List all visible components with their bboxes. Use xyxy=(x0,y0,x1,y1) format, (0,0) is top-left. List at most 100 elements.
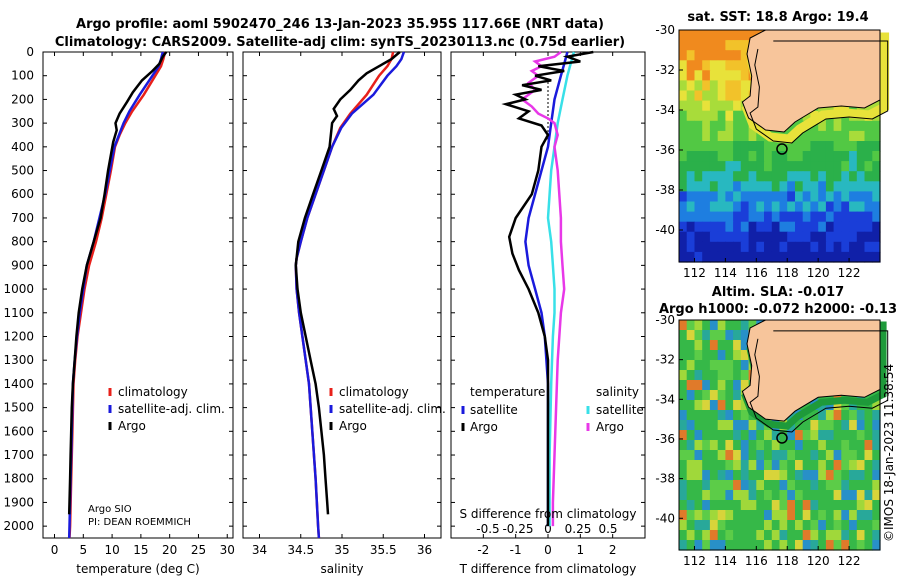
map-cell xyxy=(733,380,742,391)
map-cell xyxy=(725,221,734,233)
map-cell xyxy=(779,520,788,531)
map-cell xyxy=(872,100,881,112)
map-cell xyxy=(709,400,719,411)
map-cell xyxy=(856,490,866,501)
map-cell xyxy=(679,80,688,92)
x-tick-label: 36 xyxy=(417,543,432,557)
map-cell xyxy=(856,151,866,162)
x-tick-label: 5 xyxy=(79,543,87,557)
map-cell xyxy=(802,161,811,172)
map-cell xyxy=(771,171,781,182)
map-cell xyxy=(764,251,773,263)
map-cell xyxy=(733,370,742,381)
map-cell xyxy=(872,171,881,182)
map-cell xyxy=(694,370,703,381)
x-tick-label: 30 xyxy=(220,543,235,557)
map-cell xyxy=(795,510,804,521)
map-x-tick-label: 116 xyxy=(745,266,768,280)
map-cell xyxy=(686,151,695,162)
map-cell xyxy=(679,60,688,71)
map-cell xyxy=(686,90,695,102)
map-cell xyxy=(717,40,726,51)
depth-tick-label: 1200 xyxy=(3,329,34,343)
map-cell xyxy=(856,530,866,541)
map-cell xyxy=(717,320,726,331)
map-cell xyxy=(810,450,819,461)
salinity-panel: 34 34.5 35 35.5 36 salinity climatology satelli… xyxy=(242,51,446,576)
map-cell xyxy=(841,450,850,461)
map-cell xyxy=(733,70,742,81)
map-cell xyxy=(864,130,873,142)
map-cell xyxy=(833,120,842,132)
map-cell xyxy=(725,181,734,192)
s-diff-axis-label: S difference from climatology xyxy=(460,507,637,521)
map-cell xyxy=(686,360,695,371)
map-cell xyxy=(686,430,695,441)
land-mass xyxy=(741,319,881,422)
map-cell xyxy=(725,50,734,61)
series-line-t-argo xyxy=(501,50,594,527)
map-cell xyxy=(787,490,796,501)
map-cell xyxy=(795,211,804,223)
map-cell xyxy=(679,320,688,331)
map-cell xyxy=(702,540,711,551)
map-cell xyxy=(717,191,726,203)
legend-label: Argo xyxy=(596,420,624,434)
map-cell xyxy=(725,510,734,521)
map-cell xyxy=(841,430,850,441)
map-cell xyxy=(694,40,703,51)
map-cell xyxy=(849,420,858,431)
map-cell xyxy=(725,231,734,243)
map-cell xyxy=(872,181,881,192)
map-cell xyxy=(810,480,819,491)
map-cell xyxy=(864,480,873,491)
map-cell xyxy=(810,520,819,531)
map-cell xyxy=(717,130,726,142)
map-cell xyxy=(825,151,835,162)
map-cell xyxy=(802,201,811,213)
map-cell xyxy=(802,171,811,182)
map-cell xyxy=(810,510,819,521)
map-cell xyxy=(795,490,804,501)
x-axis-label: temperature (deg C) xyxy=(76,562,199,576)
map-cell xyxy=(825,400,835,411)
map-cell xyxy=(802,181,811,192)
s-diff-tick-label: 0.25 xyxy=(565,522,592,536)
depth-tick-label: 1000 xyxy=(3,282,34,296)
map-cell xyxy=(686,161,695,172)
map-cell xyxy=(725,110,734,122)
map-cell xyxy=(856,161,866,172)
map-cell xyxy=(709,460,719,471)
map-cell xyxy=(717,490,726,501)
map-cell xyxy=(694,460,703,471)
map-cell xyxy=(748,201,757,213)
map-cell xyxy=(686,100,695,112)
map-cell xyxy=(709,490,719,501)
map-cell xyxy=(818,221,827,233)
map-cell xyxy=(764,151,773,162)
map-cell xyxy=(694,90,703,102)
map-cell xyxy=(810,141,819,152)
argo-location-marker xyxy=(776,432,788,444)
map-x-tick-label: 112 xyxy=(683,554,706,568)
map-cell xyxy=(779,201,788,213)
map-cell xyxy=(864,231,873,243)
legend-title: temperature xyxy=(470,385,545,399)
map-cell xyxy=(694,330,703,341)
map-cell xyxy=(709,540,719,551)
map-cell xyxy=(787,530,796,541)
map-cell xyxy=(825,440,835,451)
depth-tick-label: 800 xyxy=(11,235,34,249)
isobath-line xyxy=(749,330,889,433)
map-cell xyxy=(686,241,695,253)
map-cell xyxy=(748,480,757,491)
map-cell xyxy=(694,191,703,203)
map-cell xyxy=(709,120,719,132)
map-cell xyxy=(702,530,711,541)
map-cell xyxy=(694,490,703,501)
map-cell xyxy=(849,400,858,411)
map-cell xyxy=(717,30,726,41)
map-cell xyxy=(795,191,804,203)
map-cell xyxy=(733,420,742,431)
map-cell xyxy=(849,120,858,132)
